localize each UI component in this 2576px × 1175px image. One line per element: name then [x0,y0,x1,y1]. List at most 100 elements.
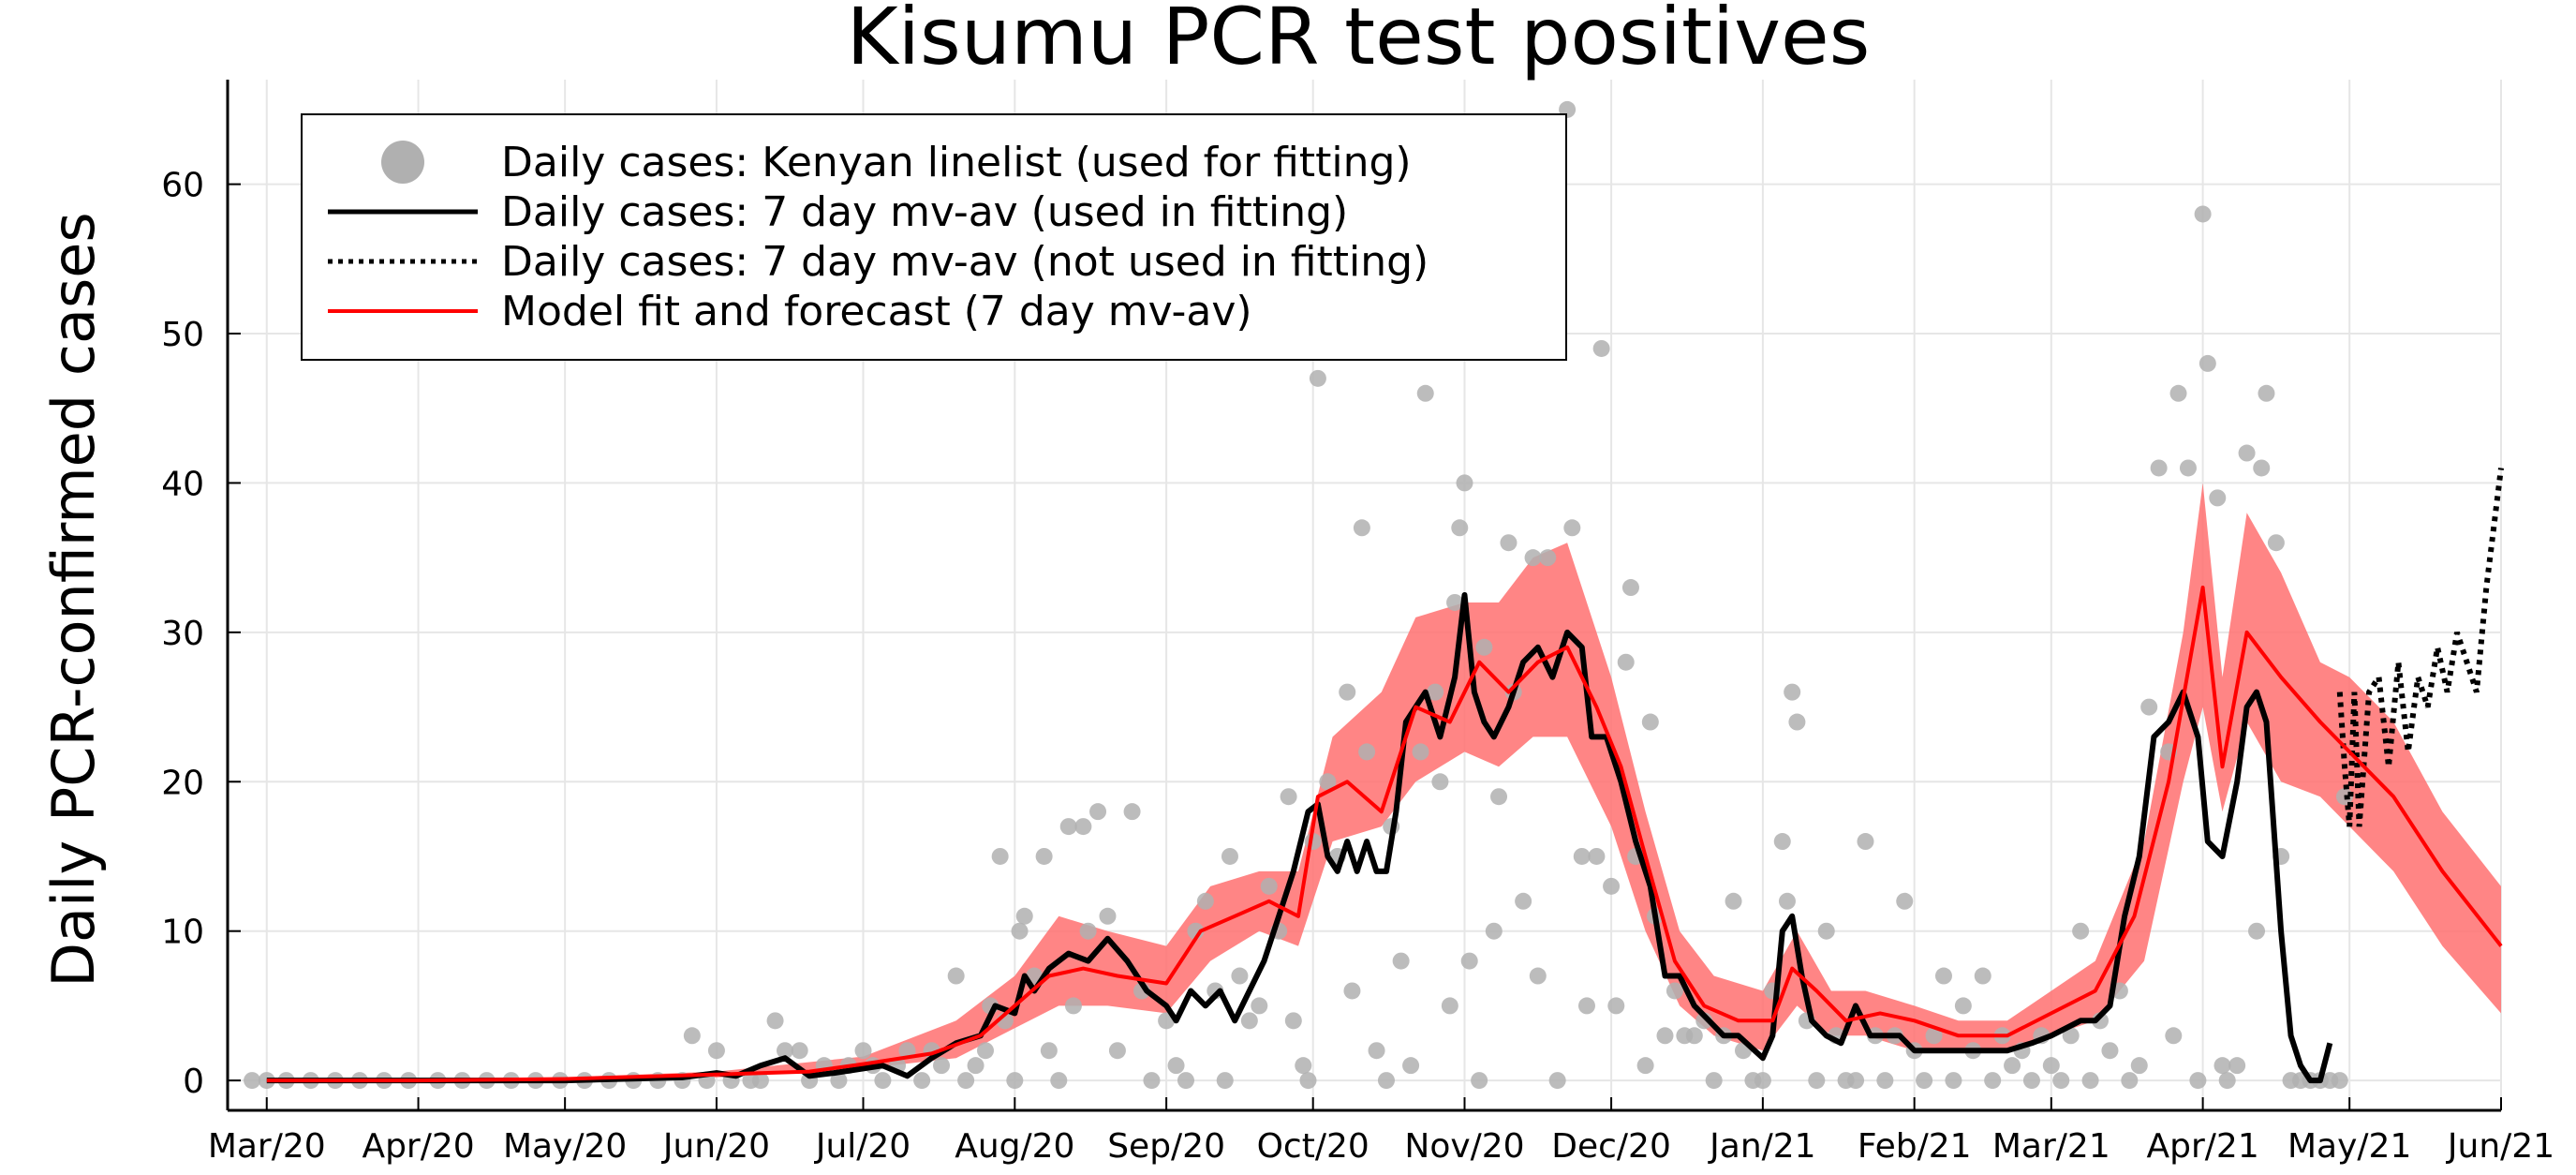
data-point [1221,847,1238,865]
data-point [2101,1042,2119,1060]
tick-labels: Mar/20 Apr/20 May/20 Jun/20 Jul/20 Aug/20 Sep/… [161,167,2554,1166]
data-point [707,1042,725,1060]
data-point [1295,1057,1312,1075]
data-point [1441,997,1458,1015]
data-point [2130,1057,2148,1075]
data-point [1050,1072,1068,1090]
data-point [2228,1057,2246,1075]
data-point [1446,593,1464,611]
data-point [1588,847,1606,865]
data-point [830,1072,848,1090]
data-point [947,967,965,985]
data-point [1577,997,1595,1015]
data-point [1251,997,1268,1015]
data-point [1040,1042,1058,1060]
x-tick-label: Oct/20 [1257,1127,1369,1166]
data-point [933,1057,951,1075]
x-tick-label: Mar/20 [208,1127,326,1166]
data-point [1529,967,1547,985]
x-tick-label: Nov/20 [1404,1127,1524,1166]
data-point [1143,1072,1161,1090]
data-point [1984,1072,2002,1090]
data-point [1392,952,1410,970]
data-point [1339,683,1356,701]
y-tick-label: 0 [183,1063,204,1101]
data-point [1416,384,1434,402]
data-point [1515,892,1532,910]
data-point [1167,1057,1185,1075]
data-point [1539,549,1557,567]
x-tick-label: Apr/20 [362,1127,474,1166]
data-point [1563,519,1581,537]
data-point [2072,922,2090,940]
data-point [1074,818,1092,836]
data-point [2194,205,2212,223]
y-tick-label: 20 [161,764,204,802]
data-point [2121,1072,2139,1090]
mvav-fitted-line [266,592,2333,1084]
data-point [1471,1072,1488,1090]
data-point [1524,549,1542,567]
legend-label: Model fit and forecast (7 day mv-av) [501,288,1252,335]
data-point [1427,683,1444,701]
data-point [2253,459,2271,477]
data-point [2150,459,2168,477]
x-tick-label: Jan/21 [1708,1127,1815,1166]
data-point [2238,444,2256,462]
data-point [1778,892,1796,910]
data-point [2052,1072,2070,1090]
x-tick-label: Apr/21 [2147,1127,2259,1166]
data-point [1500,534,1517,552]
data-point [977,1042,994,1060]
data-point [1485,922,1503,940]
data-point [1548,1072,1566,1090]
data-point [1451,519,1469,537]
data-point [1240,1012,1258,1030]
data-point [991,847,1009,865]
data-point [791,1042,808,1060]
data-point [1847,1072,1865,1090]
data-point [1177,1072,1194,1090]
y-tick-label: 10 [161,914,204,952]
data-point [1754,1072,1771,1090]
data-point [766,1012,784,1030]
legend-marker [381,141,424,184]
data-point [2140,698,2158,716]
data-point [244,1072,261,1090]
data-point [913,1072,931,1090]
data-point [1475,638,1493,656]
data-point [1260,877,1278,895]
data-point [1808,1072,1826,1090]
data-point [1353,519,1370,537]
y-tick-label: 50 [161,316,204,354]
mvav-not-fitted-line [2336,468,2504,827]
x-tick-label: Jun/21 [2446,1127,2554,1166]
data-point [1011,922,1029,940]
data-point [1896,892,1914,910]
data-point [1377,1072,1395,1090]
data-point [1573,847,1591,865]
data-point [1641,713,1659,731]
x-tick-label: Sep/20 [1107,1127,1225,1166]
data-point [258,1072,275,1090]
data-point [1319,773,1337,791]
data-point [2209,489,2227,507]
data-point [2004,1057,2021,1075]
data-point [777,1042,794,1060]
data-point [1284,1012,1302,1030]
data-point [1089,803,1107,821]
data-point [1431,773,1449,791]
x-tick-label: Jun/20 [661,1127,770,1166]
data-point [1456,474,1473,492]
data-point [1343,982,1361,1000]
data-point [1603,877,1621,895]
data-point [2081,1072,2099,1090]
x-tick-label: Mar/21 [1992,1127,2110,1166]
data-point [2179,459,2197,477]
data-point [1656,1027,1674,1045]
data-point [1231,967,1249,985]
data-point [1196,892,1214,910]
data-point [1123,803,1141,821]
x-tick-label: Dec/20 [1551,1127,1671,1166]
